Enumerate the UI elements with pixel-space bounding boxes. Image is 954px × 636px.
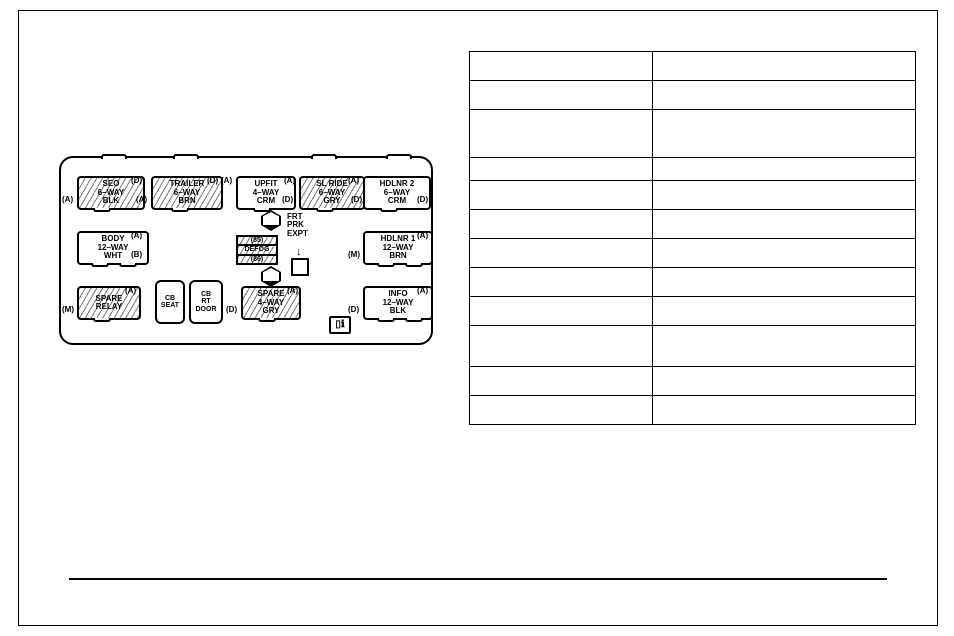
table-row xyxy=(470,396,916,425)
table-cell xyxy=(470,239,653,268)
table-cell xyxy=(653,268,916,297)
table-row xyxy=(470,158,916,181)
table-row xyxy=(470,268,916,297)
hdlnr1-12way-brn: HDLNR 112–WAYBRN(A)(M) xyxy=(363,231,433,265)
table-row xyxy=(470,367,916,396)
spare-relay-l2: RELAY xyxy=(96,303,122,311)
table-cell xyxy=(653,367,916,396)
body-12way-wht-l3: WHT xyxy=(104,252,122,260)
trailer-6way-brn-pin: (D) xyxy=(207,177,218,185)
info-12way-blk-pin: (D) xyxy=(348,306,359,314)
body-12way-wht-pin: (B) xyxy=(131,251,142,259)
table-row xyxy=(470,110,916,158)
spare-4way-gry-pin: (D) xyxy=(226,306,237,314)
body-12way-wht-pin: (A) xyxy=(131,232,142,240)
info-12way-blk-pin: (A) xyxy=(417,287,428,295)
hdlnr2-6way-crm-pin: (D) xyxy=(417,196,428,204)
table-cell xyxy=(470,326,653,367)
hdlnr1-12way-brn-pin: (M) xyxy=(348,251,360,259)
body-12way-wht: BODY12–WAYWHT(A)(B) xyxy=(77,231,149,265)
hdlnr1-12way-brn-l3: BRN xyxy=(389,252,406,260)
table-cell xyxy=(653,110,916,158)
cb-rt-door: CBRTDOOR xyxy=(189,280,223,324)
trailer-6way-brn-pin: (A) xyxy=(136,196,147,204)
defog-85: (85) xyxy=(238,237,276,244)
cb-seat: CBSEAT xyxy=(155,280,185,324)
cb-rt-door-l3: DOOR xyxy=(196,306,217,313)
seo-6way-blk-pin: (D) xyxy=(131,177,142,185)
cb-seat-l1: CB xyxy=(165,295,175,302)
seo-6way-blk-l3: BLK xyxy=(103,197,119,205)
table-row xyxy=(470,181,916,210)
frt-prk-expt-label: FRT PRK EXPT xyxy=(287,213,308,238)
table-cell xyxy=(470,210,653,239)
panel-tab xyxy=(173,154,199,159)
table-cell xyxy=(470,367,653,396)
panel-tab xyxy=(101,154,127,159)
hdlnr2-6way-crm-l3: CRM xyxy=(388,197,406,205)
seo-6way-blk: SEO6–WAYBLK(D)(A) xyxy=(77,176,145,210)
cb-rt-door-l1: CB xyxy=(201,291,211,298)
upfit-4way-crm-pin: (D) xyxy=(282,196,293,204)
connector-panel: SEO6–WAYBLK(D)(A)TRAILER6–WAYBRN(D)(A)UP… xyxy=(59,156,433,345)
table-cell xyxy=(470,81,653,110)
frt-line3: EXPT xyxy=(287,230,308,238)
spare-relay: SPARERELAY(A)(M) xyxy=(77,286,141,320)
spare-4way-gry: SPARE4–WAYGRY(A)(D) xyxy=(241,286,301,320)
spare-relay-pin: (A) xyxy=(125,287,136,295)
upfit-4way-crm-l3: CRM xyxy=(257,197,275,205)
table-cell xyxy=(653,326,916,367)
hdlnr1-12way-brn-pin: (A) xyxy=(417,232,428,240)
table-cell xyxy=(653,81,916,110)
table-cell xyxy=(653,181,916,210)
info-12way-blk-l3: BLK xyxy=(390,307,406,315)
sl-ride-6way-gry-l3: GRY xyxy=(323,197,340,205)
table-row xyxy=(470,239,916,268)
table-cell xyxy=(470,181,653,210)
footer-rule xyxy=(69,578,887,580)
manual-icon: ▯ℹ xyxy=(329,316,351,334)
table-row xyxy=(470,326,916,367)
relay-hex-1 xyxy=(261,216,281,225)
table-cell xyxy=(653,239,916,268)
cb-seat-l2: SEAT xyxy=(161,302,179,309)
table-row xyxy=(470,297,916,326)
table-cell xyxy=(653,297,916,326)
fuse-table xyxy=(469,51,916,425)
spare-4way-gry-pin: (A) xyxy=(287,287,298,295)
spare-4way-gry-l3: GRY xyxy=(262,307,279,315)
defog-relay: (85) DEFOG (86) xyxy=(236,235,278,265)
defog-label: DEFOG xyxy=(238,244,276,253)
table-row xyxy=(470,81,916,110)
info-12way-blk: INFO12–WAYBLK(A)(D) xyxy=(363,286,433,320)
trailer-6way-brn: TRAILER6–WAYBRN(D)(A) xyxy=(151,176,223,210)
sl-ride-6way-gry-pin: (A) xyxy=(284,177,295,185)
seo-6way-blk-pin: (A) xyxy=(62,196,73,204)
relay-hex-2 xyxy=(261,272,281,281)
expt-square xyxy=(291,258,309,276)
sl-ride-6way-gry-pin: (D) xyxy=(351,196,362,204)
table-row xyxy=(470,210,916,239)
table-cell xyxy=(470,396,653,425)
table-cell xyxy=(470,297,653,326)
table-cell xyxy=(470,158,653,181)
table-cell xyxy=(653,158,916,181)
table-cell xyxy=(653,396,916,425)
trailer-6way-brn-l3: BRN xyxy=(178,197,195,205)
panel-tab xyxy=(386,154,412,159)
hdlnr2-6way-crm: HDLNR 26–WAYCRM(A)(D) xyxy=(363,176,431,210)
table-cell xyxy=(470,110,653,158)
table-cell xyxy=(653,210,916,239)
panel-tab xyxy=(311,154,337,159)
spare-relay-pin: (M) xyxy=(62,306,74,314)
defog-86: (86) xyxy=(238,254,276,263)
table-cell xyxy=(653,52,916,81)
table-cell xyxy=(470,268,653,297)
table-row xyxy=(470,52,916,81)
cb-rt-door-l2: RT xyxy=(201,298,210,305)
upfit-4way-crm-pin: (A) xyxy=(221,177,232,185)
hdlnr2-6way-crm-pin: (A) xyxy=(348,177,359,185)
table-cell xyxy=(470,52,653,81)
arrow-down-icon: ↓ xyxy=(296,246,302,258)
